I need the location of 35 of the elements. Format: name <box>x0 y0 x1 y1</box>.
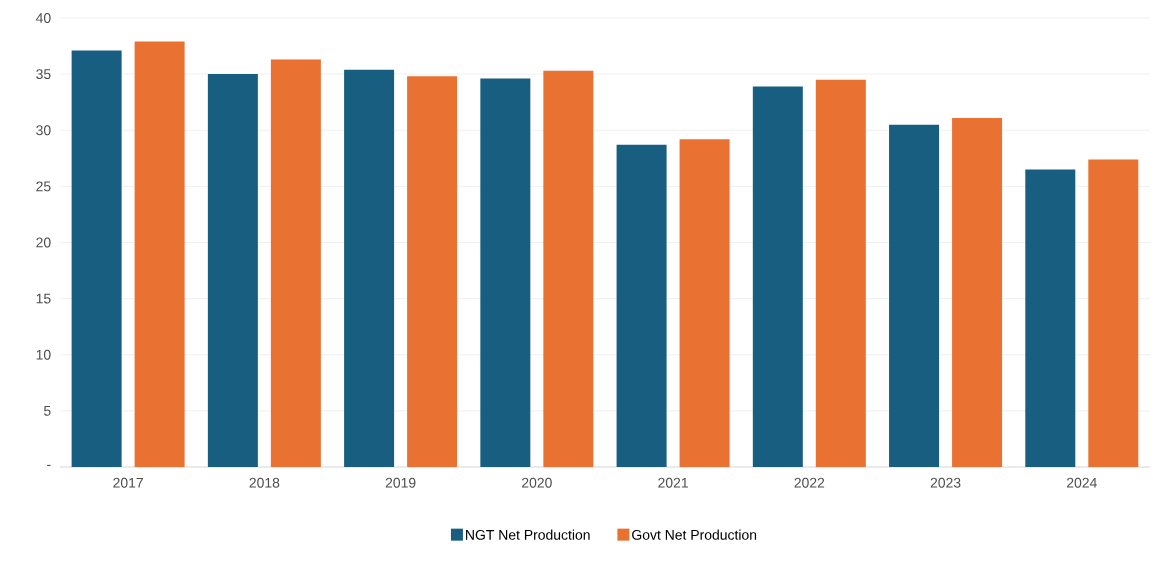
bar <box>889 124 940 467</box>
x-tick-label: 2022 <box>794 477 825 488</box>
y-tick-label: - <box>47 464 51 466</box>
x-tick-label: 2017 <box>113 477 143 488</box>
bar <box>344 69 395 467</box>
bar <box>480 78 531 467</box>
bar <box>134 41 185 467</box>
bar <box>71 50 122 467</box>
x-tick-label: 2019 <box>385 477 416 488</box>
bar <box>543 70 594 467</box>
bar <box>207 74 258 467</box>
y-tick-label: 15 <box>36 293 51 304</box>
x-tick-label: 2021 <box>658 477 688 488</box>
y-tick-label: 25 <box>36 181 51 192</box>
y-tick-label: 20 <box>36 237 51 248</box>
x-tick-label: 2024 <box>1066 477 1097 488</box>
bar <box>815 79 866 467</box>
x-tick-label: 2020 <box>522 477 552 488</box>
bar <box>1025 169 1076 467</box>
bar <box>407 76 458 467</box>
bar <box>679 139 730 467</box>
bar <box>752 86 803 467</box>
y-tick-label: 10 <box>36 349 51 360</box>
x-tick-label: 2023 <box>930 477 961 488</box>
legend-label: NGT Net Production <box>466 529 590 540</box>
y-tick-label: 35 <box>36 69 51 80</box>
bar <box>270 59 321 467</box>
y-tick-label: 40 <box>35 13 51 23</box>
legend-label: Govt Net Production <box>632 529 757 540</box>
bar <box>616 144 667 467</box>
bar <box>1088 159 1139 467</box>
x-tick-label: 2018 <box>249 477 280 488</box>
y-tick-label: 30 <box>36 125 51 136</box>
bar <box>952 117 1003 467</box>
y-tick-label: 5 <box>43 406 51 416</box>
